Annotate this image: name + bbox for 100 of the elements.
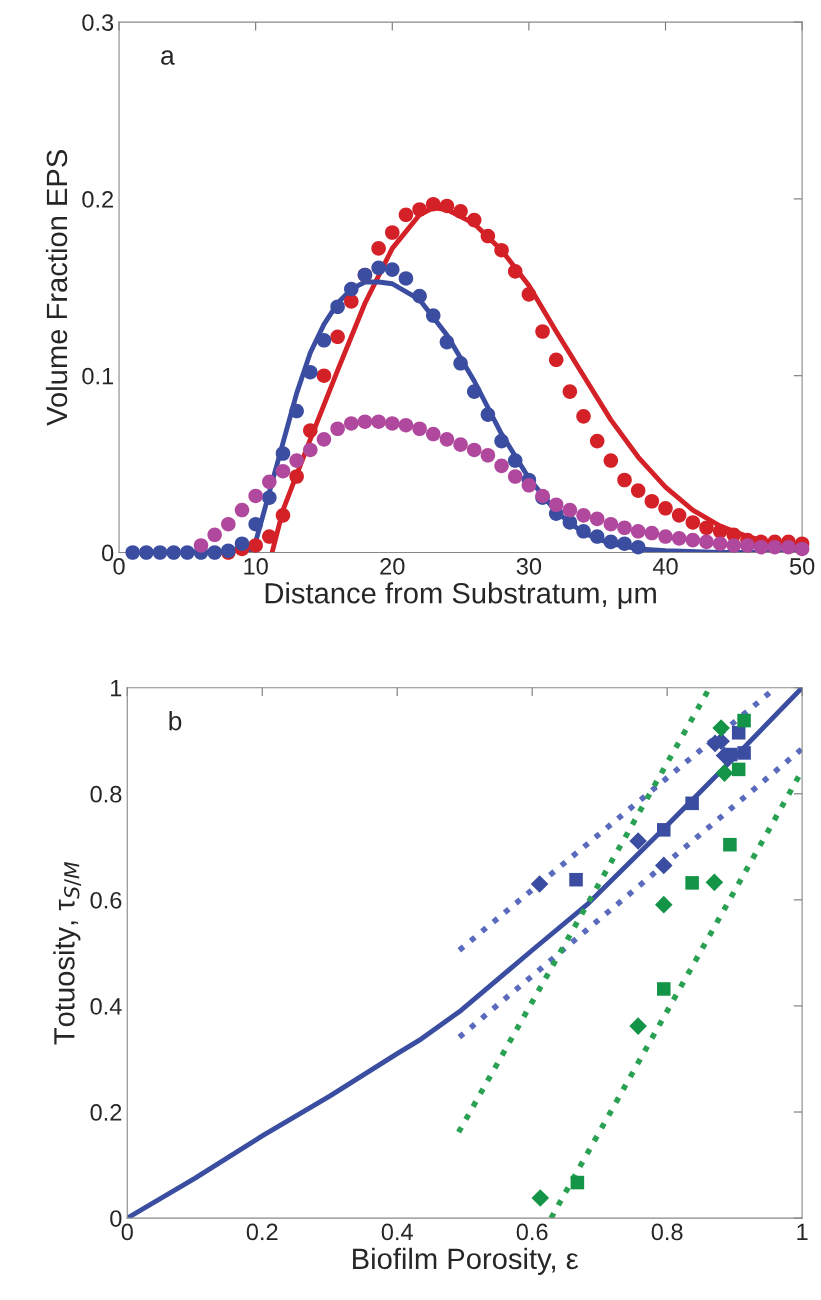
point (723, 747, 738, 762)
point (248, 516, 263, 532)
point (603, 534, 619, 550)
point (731, 726, 746, 740)
point (630, 539, 646, 555)
point (723, 837, 737, 852)
point (166, 545, 181, 560)
point (617, 520, 632, 536)
point (603, 516, 619, 532)
point (384, 416, 400, 431)
point (303, 442, 318, 458)
x-tick-label: 50 (789, 557, 815, 575)
point (439, 198, 455, 214)
point (767, 539, 783, 555)
point (494, 242, 509, 258)
point (425, 308, 441, 323)
point (139, 545, 154, 560)
point (521, 287, 537, 302)
point (589, 433, 605, 449)
point (466, 212, 482, 228)
point (344, 281, 359, 297)
point (466, 384, 482, 399)
point (535, 324, 550, 339)
point (453, 437, 468, 452)
point (384, 225, 400, 240)
point (657, 823, 671, 837)
point (603, 453, 619, 468)
point (548, 497, 564, 513)
point (740, 538, 755, 553)
annotation: a (161, 50, 175, 65)
point (658, 501, 673, 516)
point (316, 432, 332, 447)
point (589, 511, 605, 527)
y-tick-label: 0.6 (90, 891, 122, 909)
point (794, 541, 810, 557)
point (715, 764, 734, 782)
point (576, 409, 591, 424)
point (630, 524, 646, 539)
point (644, 493, 660, 509)
point (629, 832, 647, 850)
point (548, 352, 564, 368)
x-tick-label: 10 (244, 557, 268, 575)
point (193, 538, 209, 553)
x-axis-title: Biofilm Porosity, ε (353, 1247, 579, 1275)
point (425, 196, 441, 212)
y-axis-title: Volume Fraction EPS (45, 150, 68, 426)
point (344, 416, 359, 431)
line-series (127, 687, 803, 1219)
y-axis-title: Totuosity, τ$_{S/M}$ (53, 861, 82, 1045)
y-tick-label: 0.1 (82, 367, 114, 385)
point (275, 508, 291, 523)
point (330, 421, 345, 437)
point (234, 502, 250, 518)
point (644, 525, 660, 541)
point (562, 384, 578, 399)
point (221, 516, 236, 532)
y-tick-label: 1 (111, 680, 122, 697)
point (562, 502, 578, 518)
point (731, 762, 746, 777)
point (180, 545, 195, 560)
point (737, 746, 751, 760)
annotation: b (169, 711, 182, 731)
point (576, 524, 591, 539)
point (125, 545, 140, 560)
point (570, 1175, 585, 1190)
x-tick-label: 0.2 (246, 1223, 278, 1241)
y-tick-label: 0.2 (82, 190, 113, 208)
point (617, 472, 632, 488)
point (507, 453, 523, 468)
point (289, 403, 304, 419)
point (234, 536, 250, 551)
point (152, 545, 168, 560)
point (344, 294, 359, 309)
x-tick-label: 0.4 (381, 1223, 413, 1241)
point (712, 524, 728, 539)
point (453, 356, 468, 371)
point (569, 872, 583, 887)
point (685, 515, 701, 530)
point (531, 1189, 550, 1207)
point (262, 529, 277, 544)
point (507, 469, 523, 484)
point (576, 508, 591, 523)
point (737, 713, 751, 728)
x-tick-label: 0 (121, 1223, 133, 1241)
point (303, 364, 318, 380)
point (357, 414, 373, 429)
point (781, 539, 796, 555)
point (303, 423, 318, 438)
point (480, 447, 496, 463)
y-tick-label: 0 (101, 544, 114, 562)
point (207, 545, 222, 560)
point (630, 483, 646, 498)
point (494, 458, 509, 474)
point (371, 414, 386, 429)
point (530, 875, 549, 893)
y-tick-label: 0 (110, 1210, 122, 1227)
point (275, 446, 291, 461)
point (316, 368, 332, 383)
point (262, 490, 277, 505)
point (726, 538, 742, 553)
